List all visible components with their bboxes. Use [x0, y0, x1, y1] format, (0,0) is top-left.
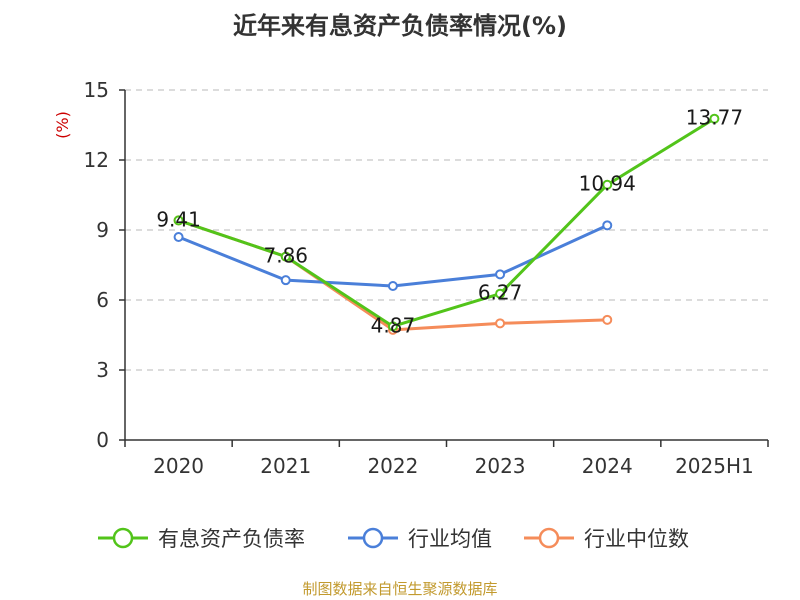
legend-swatch-marker: [538, 527, 560, 549]
x-tick-label: 2023: [475, 454, 526, 478]
data-label: 6.27: [478, 281, 523, 305]
y-tick-label: 12: [84, 148, 109, 172]
axis-layer: 0 3 6 9 12 15 2020 2021 2022 2023 2024 2025H1: [84, 78, 769, 478]
data-point: [602, 314, 613, 325]
data-point: [387, 321, 398, 332]
y-tick-label: 9: [96, 218, 109, 242]
series-line: [177, 223, 609, 288]
data-point: [495, 269, 506, 280]
data-point: [495, 318, 506, 329]
legend: 有息资产负债率 行业均值 行业中位数: [98, 527, 689, 551]
legend-label: 行业中位数: [584, 527, 689, 551]
data-point: [602, 220, 613, 231]
data-label: 4.87: [371, 313, 416, 337]
x-tick-label: 2024: [582, 454, 633, 478]
chart-title: 近年来有息资产负债率情况(%): [233, 12, 567, 40]
x-tick-label: 2025H1: [675, 454, 754, 478]
source-text: 制图数据来自恒生聚源数据库: [302, 580, 497, 598]
data-point: [280, 275, 291, 286]
data-point: [173, 215, 184, 226]
grid-layer: [125, 89, 768, 371]
data-point: [709, 113, 720, 124]
data-point: [173, 232, 184, 242]
data-point: [602, 179, 613, 190]
legend-swatch-marker: [362, 527, 384, 549]
x-tick-label: 2020: [153, 454, 204, 478]
series-line: [177, 117, 716, 328]
data-label: 7.86: [263, 244, 308, 268]
y-tick-label: 6: [96, 288, 109, 312]
legend-swatch-marker: [112, 527, 134, 549]
y-tick-label: 3: [96, 358, 109, 382]
y-axis-label: (%): [53, 111, 72, 139]
data-label: 10.94: [579, 172, 636, 196]
x-tick-label: 2021: [260, 454, 311, 478]
data-point: [280, 251, 291, 262]
data-label: 9.41: [156, 207, 201, 231]
data-point: [495, 288, 506, 299]
x-tick-label: 2022: [367, 454, 418, 478]
y-tick-label: 15: [84, 78, 109, 102]
data-label: 13.77: [686, 106, 743, 130]
data-point: [387, 281, 398, 291]
y-tick-label: 0: [96, 428, 109, 452]
legend-label: 行业均值: [408, 527, 492, 551]
legend-label: 有息资产负债率: [158, 527, 305, 551]
series-layer: [173, 113, 720, 335]
label-layer: 9.41 7.86 4.87 6.27 10.94 13.77: [156, 106, 743, 338]
